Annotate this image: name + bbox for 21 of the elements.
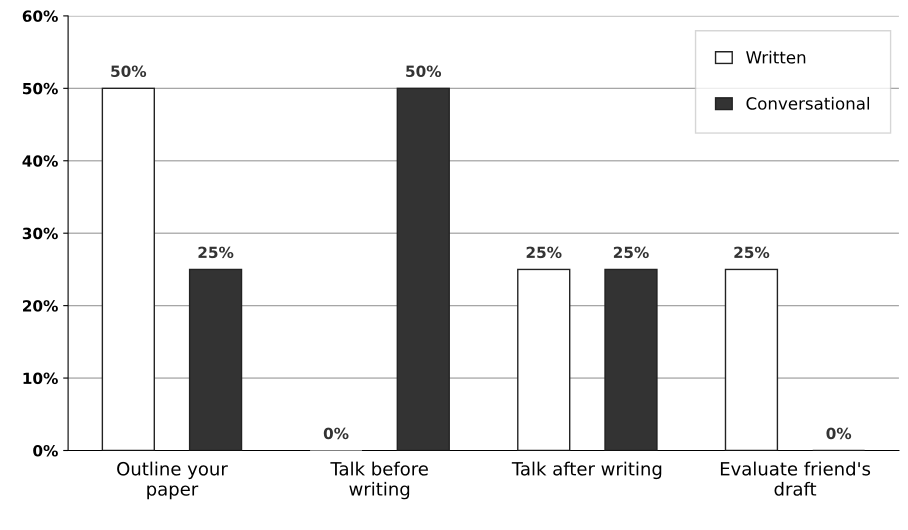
data-label: 25% <box>198 246 234 258</box>
legend-label: Conversational <box>746 96 870 110</box>
y-tick-label: 50% <box>22 82 58 94</box>
x-tick-label: Outline your paper <box>117 462 228 500</box>
legend-label: Written <box>746 50 806 64</box>
data-label: 50% <box>111 65 146 78</box>
y-tick-label: 0% <box>33 444 58 457</box>
y-tick-label: 40% <box>22 155 58 167</box>
data-label: 25% <box>614 246 649 258</box>
x-tick-label: Talk after writing <box>512 462 662 480</box>
x-tick-label: Talk before writing <box>330 462 428 500</box>
y-tick-label: 60% <box>22 10 58 22</box>
data-label: 25% <box>734 246 770 258</box>
x-tick-label: Evaluate friend's draft <box>720 462 870 496</box>
y-tick-label: 20% <box>23 300 58 312</box>
data-label: 0% <box>826 428 852 440</box>
data-label: 0% <box>324 428 349 440</box>
y-tick-label: 10% <box>24 372 58 384</box>
data-label: 50% <box>406 65 442 78</box>
data-label: 25% <box>526 246 562 258</box>
y-tick-label: 30% <box>22 228 58 240</box>
